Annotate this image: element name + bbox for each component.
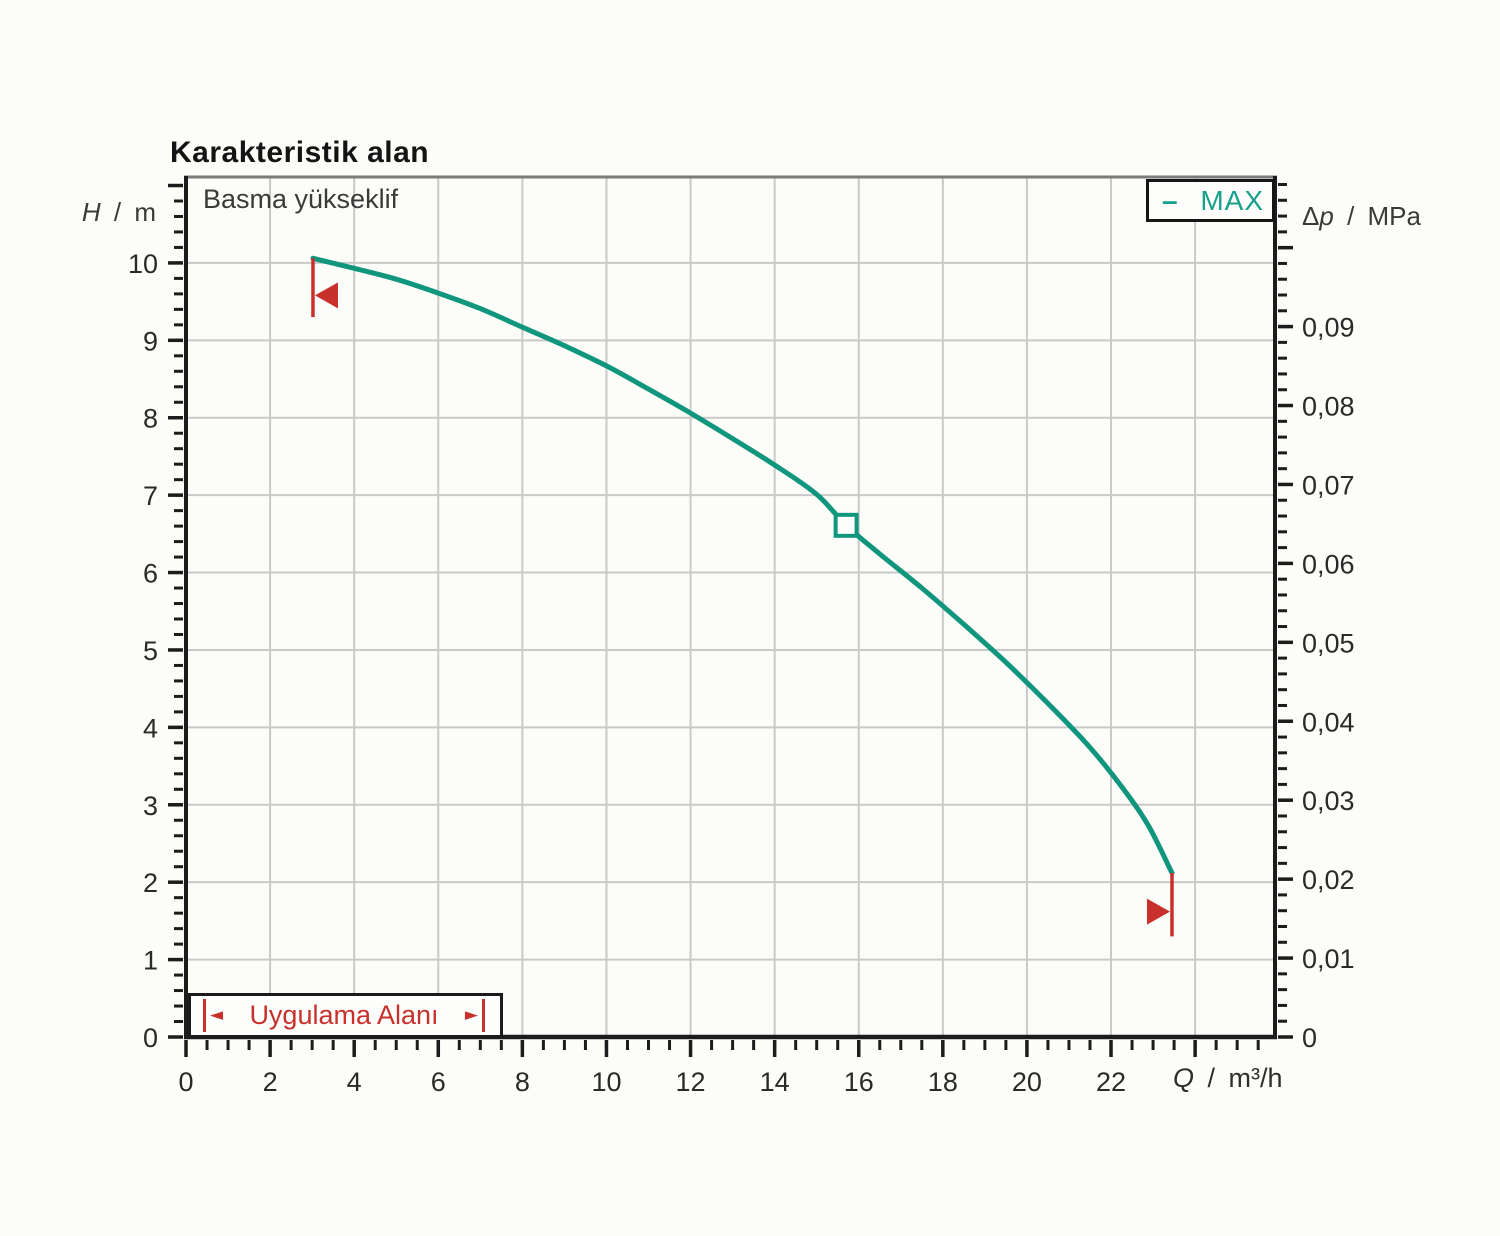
tick-label: 2 — [143, 868, 158, 898]
tick-label: 9 — [143, 326, 158, 356]
tick-label: 14 — [760, 1067, 790, 1097]
tick-label: 7 — [143, 481, 158, 511]
tick-label: 18 — [928, 1067, 958, 1097]
chart-title: Karakteristik alan — [170, 136, 430, 169]
tick-label: 0 — [1302, 1023, 1317, 1053]
x-unit: m³/h — [1228, 1063, 1283, 1093]
x-separator: / — [1200, 1063, 1223, 1093]
duty-point-marker — [833, 512, 859, 538]
arrow-left-icon: ◄ — [210, 1005, 224, 1025]
tick-label: 4 — [143, 713, 158, 743]
application-right-limit-bar — [482, 999, 485, 1032]
y-left-symbol: H — [81, 197, 101, 227]
min-flow-flag — [311, 258, 338, 318]
plot-frame — [184, 175, 1277, 1040]
tick-label: 0,06 — [1302, 549, 1355, 579]
x-axis-label: Q / m³/h — [1173, 1063, 1283, 1094]
tick-label: 3 — [143, 791, 158, 821]
max-flow-flag — [1146, 872, 1174, 937]
tick-label: 0,07 — [1302, 470, 1355, 500]
tick-label: 8 — [515, 1067, 530, 1097]
legend-max-label: MAX — [1200, 184, 1264, 216]
flow-limit-arrow-icon — [1146, 898, 1170, 925]
tick-label: 12 — [676, 1067, 706, 1097]
tick-label: 0 — [178, 1067, 193, 1097]
legend-box: – MAX — [1146, 179, 1275, 222]
series-inner-label: Basma yükseklif — [203, 184, 399, 214]
y-right-symbol: p — [1319, 201, 1334, 231]
tick-label: 1 — [143, 946, 158, 976]
tick-label: 22 — [1096, 1067, 1126, 1097]
y-right-separator: / — [1339, 201, 1362, 231]
y-left-unit: m — [134, 197, 156, 227]
tick-label: 4 — [347, 1067, 362, 1097]
y-right-delta: Δ — [1302, 201, 1320, 231]
tick-label: 0,08 — [1302, 392, 1355, 422]
y-right-tick-labels: 0 0,01 0,02 0,03 0,04 0,05 0,06 0,07 0,08 0,09 — [1302, 313, 1355, 1053]
tick-label: 6 — [143, 559, 158, 589]
arrow-right-icon: ► — [464, 1005, 478, 1025]
tick-label: 0,01 — [1302, 944, 1355, 974]
y-right-axis-label: Δp / MPa — [1302, 201, 1421, 232]
legend-line-swatch: – — [1162, 184, 1178, 216]
tick-label: 0,09 — [1302, 313, 1355, 343]
y-left-axis-label: H / m — [50, 197, 156, 228]
application-area-label: Uygulama Alanı — [249, 1000, 439, 1030]
application-left-limit-bar — [203, 999, 206, 1032]
x-symbol: Q — [1173, 1063, 1195, 1093]
tick-label: 16 — [844, 1067, 874, 1097]
tick-label: 10 — [128, 249, 158, 279]
application-area-box: ◄ Uygulama Alanı ► — [188, 993, 503, 1038]
tick-label: 6 — [431, 1067, 446, 1097]
flow-limit-arrow-icon — [314, 282, 338, 309]
tick-label: 20 — [1012, 1067, 1042, 1097]
tick-label: 0,05 — [1302, 628, 1355, 658]
axis-ticks — [168, 183, 1293, 1057]
y-left-separator: / — [106, 197, 129, 227]
tick-label: 2 — [263, 1067, 278, 1097]
gridlines — [186, 177, 1275, 1037]
y-left-tick-labels: 0 1 2 3 4 5 6 7 8 9 10 — [128, 249, 158, 1053]
y-right-unit: MPa — [1367, 201, 1421, 231]
tick-label: 5 — [143, 636, 158, 666]
tick-label: 0 — [143, 1023, 158, 1053]
pump-curve-max — [310, 255, 1175, 876]
tick-label: 10 — [591, 1067, 621, 1097]
tick-label: 0,03 — [1302, 786, 1355, 816]
x-tick-labels: 0 2 4 6 8 10 12 14 16 18 20 22 — [178, 1067, 1126, 1097]
tick-label: 0,02 — [1302, 865, 1355, 895]
tick-label: 8 — [143, 404, 158, 434]
tick-label: 0,04 — [1302, 707, 1355, 737]
